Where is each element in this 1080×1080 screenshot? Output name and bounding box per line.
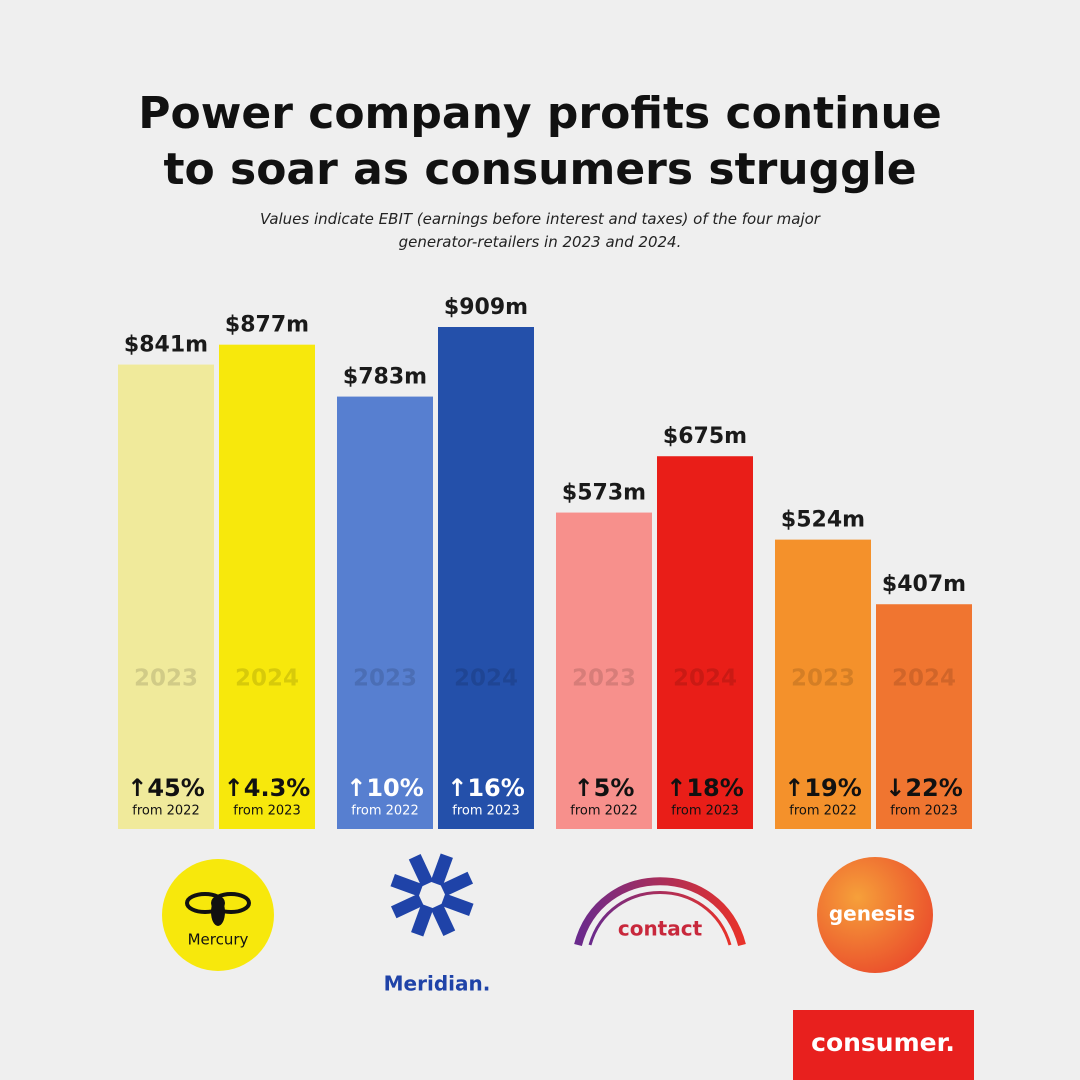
brand: consumer. bbox=[811, 1028, 955, 1057]
change-label: ↑10% bbox=[346, 774, 424, 802]
change-note: from 2023 bbox=[233, 804, 300, 819]
logo-text: Meridian. bbox=[384, 972, 491, 996]
bar bbox=[775, 539, 871, 829]
change-note: from 2023 bbox=[671, 804, 738, 819]
contact-logo bbox=[574, 877, 746, 947]
contact-logo bbox=[588, 891, 732, 946]
bar bbox=[556, 512, 652, 829]
bar bbox=[337, 396, 433, 829]
change-label: ↑4.3% bbox=[224, 774, 311, 802]
mercury-bee bbox=[211, 898, 225, 926]
change-label: ↑18% bbox=[666, 774, 744, 802]
year-label: 2023 bbox=[134, 666, 198, 692]
logo-text: genesis bbox=[829, 902, 915, 926]
change-label: ↑45% bbox=[127, 774, 205, 802]
chart-subtitle: Values indicate EBIT (earnings before in… bbox=[260, 210, 820, 251]
value-label: $524m bbox=[781, 508, 865, 533]
year-label: 2024 bbox=[235, 666, 299, 692]
bar bbox=[438, 327, 534, 829]
year-label: 2024 bbox=[892, 666, 956, 692]
genesis-logo bbox=[817, 857, 933, 973]
change-note: from 2023 bbox=[452, 804, 519, 819]
value-label: $877m bbox=[225, 313, 309, 338]
chart-title: Power company profits continue to soar a… bbox=[138, 88, 942, 195]
change-label: ↑19% bbox=[784, 774, 862, 802]
value-label: $783m bbox=[343, 365, 427, 390]
value-label: $407m bbox=[882, 572, 966, 597]
brand-box bbox=[793, 1010, 974, 1080]
logo-text: contact bbox=[618, 917, 703, 941]
logo-text: Mercury bbox=[188, 931, 249, 949]
change-note: from 2022 bbox=[570, 804, 637, 819]
bar bbox=[118, 364, 214, 829]
year-label: 2023 bbox=[572, 666, 636, 692]
bar bbox=[876, 604, 972, 829]
value-label: $675m bbox=[663, 424, 747, 449]
change-label: ↑16% bbox=[447, 774, 525, 802]
year-label: 2024 bbox=[673, 666, 737, 692]
year-label: 2023 bbox=[353, 666, 417, 692]
change-label: ↓22% bbox=[885, 774, 963, 802]
bar bbox=[219, 344, 315, 829]
value-label: $573m bbox=[562, 481, 646, 506]
year-label: 2024 bbox=[454, 666, 518, 692]
change-note: from 2022 bbox=[789, 804, 856, 819]
value-label: $909m bbox=[444, 295, 528, 320]
change-label: ↑5% bbox=[574, 774, 635, 802]
year-label: 2023 bbox=[791, 666, 855, 692]
change-note: from 2022 bbox=[351, 804, 418, 819]
change-note: from 2022 bbox=[132, 804, 199, 819]
meridian-logo bbox=[390, 853, 474, 937]
bar bbox=[657, 456, 753, 829]
change-note: from 2023 bbox=[890, 804, 957, 819]
value-label: $841m bbox=[124, 333, 208, 358]
